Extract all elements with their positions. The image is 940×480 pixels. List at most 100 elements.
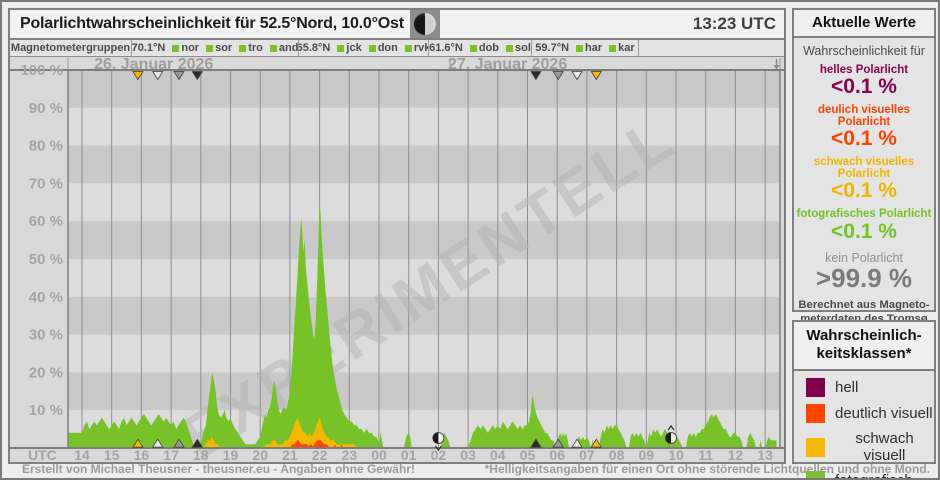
- station-name: don: [377, 42, 398, 54]
- legend-title: Wahrscheinlich-keitsklassen*: [794, 322, 934, 371]
- station-nor: nor: [172, 42, 199, 54]
- svg-text:21: 21: [282, 447, 298, 462]
- svg-text:00: 00: [371, 447, 387, 462]
- svg-text:100 %: 100 %: [20, 62, 63, 79]
- station-name: sol: [515, 42, 531, 54]
- legend-item: hell: [806, 378, 934, 397]
- station-name: dob: [478, 42, 500, 54]
- station-dob: dob: [469, 42, 500, 54]
- footer: Erstellt von Michael Theusner - theusner…: [2, 461, 938, 478]
- probability-value: <0.1 %: [831, 219, 897, 243]
- magnetometer-group: 70.1°N nor sor tro and: [132, 40, 299, 56]
- svg-text:80 %: 80 %: [29, 138, 63, 155]
- svg-text:50 %: 50 %: [29, 251, 63, 268]
- svg-text:07: 07: [579, 447, 595, 462]
- svg-text:23: 23: [342, 447, 358, 462]
- moon-disc: [414, 13, 436, 35]
- svg-text:19: 19: [223, 447, 239, 462]
- latitude-label: 65.8°N: [299, 42, 331, 54]
- legend-item: schwach visuell: [806, 430, 934, 464]
- brightness-note: *Helligkeitsangaben für einen Ort ohne s…: [484, 462, 930, 476]
- svg-text:05: 05: [520, 447, 536, 462]
- station-square-icon: [239, 44, 247, 52]
- legend-color-swatch: [806, 437, 825, 457]
- station-square-icon: [206, 44, 214, 52]
- station-sol: sol: [506, 42, 531, 54]
- chart-panel: Polarlichtwahrscheinlichkeit für 52.5°No…: [8, 8, 786, 464]
- svg-text:15: 15: [104, 447, 120, 462]
- station-har: har: [576, 42, 602, 54]
- magnetometer-bar-spacer: [639, 40, 784, 56]
- station-square-icon: [469, 44, 477, 52]
- current-values-title: Aktuelle Werte: [794, 10, 934, 38]
- credit-text: Erstellt von Michael Theusner - theusner…: [22, 462, 415, 476]
- station-tro: tro: [239, 42, 263, 54]
- svg-text:20: 20: [252, 447, 268, 462]
- moon-phase-icon: [410, 10, 440, 38]
- latitude-label: 70.1°N: [132, 42, 166, 54]
- svg-text:18: 18: [193, 447, 209, 462]
- probability-value: <0.1 %: [831, 179, 897, 203]
- svg-text:40 %: 40 %: [29, 289, 63, 306]
- clock-utc: 13:23 UTC: [692, 14, 776, 33]
- station-rvk: rvk: [404, 42, 429, 54]
- station-kar: kar: [609, 42, 635, 54]
- svg-text:60 %: 60 %: [29, 213, 63, 230]
- legend-items: hell deutlich visuell schwach visuell fotog…: [794, 378, 934, 478]
- probability-value: <0.1 %: [831, 75, 897, 99]
- legend-label: deutlich visuell: [835, 405, 933, 422]
- svg-text:90 %: 90 %: [29, 100, 63, 117]
- svg-text:20 %: 20 %: [29, 364, 63, 381]
- svg-text:08: 08: [609, 447, 625, 462]
- station-square-icon: [269, 44, 277, 52]
- station-name: kar: [618, 42, 635, 54]
- station-square-icon: [368, 44, 376, 52]
- legend-label: schwach visuell: [855, 430, 914, 464]
- station-name: sor: [215, 42, 233, 54]
- probability-label: fotografisches Polarlicht: [796, 208, 932, 221]
- magnetometer-group: 59.7°N har kar: [532, 40, 639, 56]
- magnetometer-bar: Magnetometergruppen 70.1°N nor sor tro and 65.…: [10, 40, 784, 57]
- station-square-icon: [609, 44, 617, 52]
- page-title: Polarlichtwahrscheinlichkeit für 52.5°No…: [20, 15, 404, 32]
- station-and: and: [269, 42, 298, 54]
- station-sor: sor: [206, 42, 232, 54]
- svg-text:01: 01: [401, 447, 417, 462]
- station-square-icon: [576, 44, 584, 52]
- svg-text:14: 14: [74, 447, 90, 462]
- svg-text:02: 02: [431, 447, 447, 462]
- legend-item: fotografisch: [806, 471, 934, 478]
- station-name: jck: [346, 42, 362, 54]
- probability-label: deulich visuelles Polarlicht: [817, 104, 911, 129]
- magnetometer-group: 65.8°N jck don rvk: [299, 40, 429, 56]
- svg-text:22: 22: [312, 447, 328, 462]
- svg-text:03: 03: [460, 447, 476, 462]
- station-square-icon: [172, 44, 180, 52]
- latitude-label: 61.6°N: [429, 42, 463, 54]
- current-values-intro: Wahrscheinlichkeit für: [803, 44, 925, 58]
- legend-color-swatch: [806, 471, 825, 478]
- station-name: nor: [181, 42, 200, 54]
- station-square-icon: [404, 44, 412, 52]
- station-don: don: [368, 42, 398, 54]
- station-square-icon: [506, 44, 514, 52]
- magnetometer-groups-label: Magnetometergruppen: [10, 40, 132, 56]
- current-values-list: helles Polarlicht <0.1 % deulich visuelles…: [794, 64, 934, 243]
- title-bar: Polarlichtwahrscheinlichkeit für 52.5°No…: [10, 10, 784, 40]
- svg-text:70 %: 70 %: [29, 175, 63, 192]
- svg-text:06: 06: [549, 447, 565, 462]
- legend-label: fotografisch: [835, 472, 913, 478]
- svg-text:10 %: 10 %: [29, 402, 63, 419]
- legend-item: deutlich visuell: [806, 404, 934, 423]
- no-aurora-label: kein Polarlicht: [825, 250, 903, 265]
- svg-text:12: 12: [728, 447, 744, 462]
- legend-color-swatch: [806, 404, 825, 423]
- probability-value: <0.1 %: [831, 127, 897, 151]
- legend-box: Wahrscheinlich-keitsklassen* hell deutlic…: [792, 320, 936, 478]
- latitude-label: 59.7°N: [535, 42, 570, 54]
- station-name: rvk: [413, 42, 429, 54]
- current-values-box: Aktuelle Werte Wahrscheinlichkeit für he…: [792, 8, 936, 355]
- probability-chart: 26. Januar 2026 27. Januar 2026EXPERIMENT…: [10, 57, 784, 462]
- svg-text:04: 04: [490, 447, 506, 462]
- svg-text:10: 10: [668, 447, 684, 462]
